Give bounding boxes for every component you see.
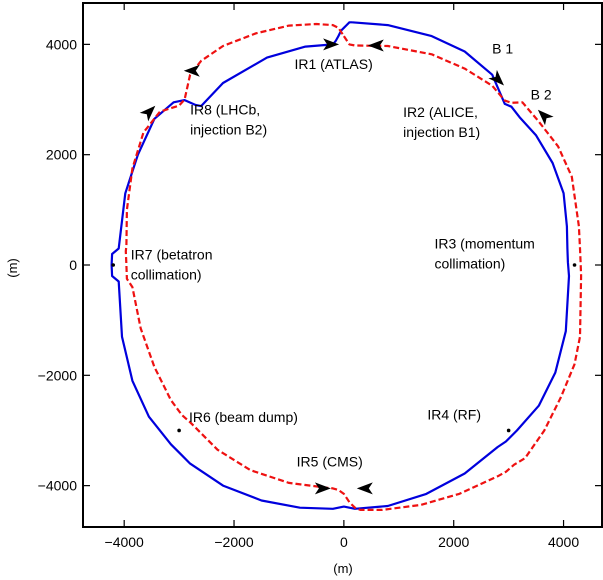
annotation-ir5: IR5 (CMS): [297, 453, 363, 469]
tick-layer: −4000 −2000 0 2000 4000 −4000 −2000 0 2000 4000: [38, 3, 602, 550]
annotation-b2-line: B 2: [531, 87, 552, 103]
annotation-ir4-line: IR4 (RF): [427, 406, 481, 422]
annotation-ir2: IR2 (ALICE, injection B1): [403, 104, 480, 140]
interaction-point-dot: [572, 263, 577, 267]
annotation-layer: B 1 B 2 IR1 (ATLAS) IR2 (ALICE, injection B1…: [131, 41, 552, 470]
series-layer: [110, 21, 583, 511]
interaction-point-dot: [506, 428, 511, 433]
y-axis-title: (m): [5, 258, 20, 278]
annotation-ir1-line: IR1 (ATLAS): [294, 56, 372, 72]
annotation-ir7: IR7 (betatron collimation): [131, 246, 213, 282]
annotation-b1: B 1: [492, 41, 513, 57]
interaction-point-dot: [177, 428, 181, 433]
annotation-b1-line: B 1: [492, 41, 513, 57]
beam-2-orbit-line: [124, 22, 583, 511]
annotation-ir3-line: IR3 (momentum: [434, 235, 534, 251]
plot-frame: [82, 2, 603, 528]
y-tick-label: −2000: [38, 367, 78, 383]
y-tick-label: 4000: [46, 36, 77, 52]
beam-1-direction-arrow: [139, 105, 156, 122]
annotation-ir1: IR1 (ATLAS): [294, 56, 372, 72]
annotation-ir8: IR8 (LHCb, injection B2): [190, 101, 267, 137]
y-tick-label: 0: [69, 257, 77, 273]
annotation-ir8-line: IR8 (LHCb,: [190, 101, 260, 117]
point-layer: [111, 263, 577, 433]
annotation-ir7-line: collimation): [131, 266, 202, 282]
beam-2-direction-arrow: [314, 482, 331, 495]
annotation-ir2-line: injection B1): [403, 124, 480, 140]
annotation-ir7-line: IR7 (betatron: [131, 246, 213, 262]
annotation-ir3-line: collimation): [434, 255, 505, 271]
beam-1-direction-arrow: [356, 482, 373, 495]
beam-2-direction-arrow: [183, 64, 200, 77]
x-tick-label: 4000: [548, 534, 579, 550]
y-tick-label: −4000: [38, 478, 78, 494]
annotation-ir6: IR6 (beam dump): [189, 409, 298, 425]
x-tick-label: 0: [340, 534, 348, 550]
beam-2-direction-arrow: [537, 109, 554, 126]
y-tick-label: 2000: [46, 147, 77, 163]
x-axis-title: (m): [333, 561, 353, 576]
beam-1-direction-arrow: [488, 69, 504, 86]
annotation-ir3: IR3 (momentum collimation): [434, 235, 534, 271]
annotation-b2: B 2: [531, 87, 552, 103]
annotation-ir2-line: IR2 (ALICE,: [403, 104, 478, 120]
annotation-ir5-line: IR5 (CMS): [297, 453, 363, 469]
beam-2-direction-arrow: [367, 39, 384, 52]
axes-frame: [82, 2, 603, 528]
x-tick-label: −4000: [105, 534, 145, 550]
interaction-point-dot: [111, 263, 116, 267]
arrow-layer: [139, 38, 554, 495]
beam-1-direction-arrow: [323, 38, 340, 51]
beam-1-orbit-line: [110, 21, 571, 510]
annotation-ir8-line: injection B2): [190, 121, 267, 137]
x-tick-label: −2000: [214, 534, 254, 550]
annotation-ir6-line: IR6 (beam dump): [189, 409, 298, 425]
annotation-ir4: IR4 (RF): [427, 406, 481, 422]
x-tick-label: 2000: [438, 534, 469, 550]
